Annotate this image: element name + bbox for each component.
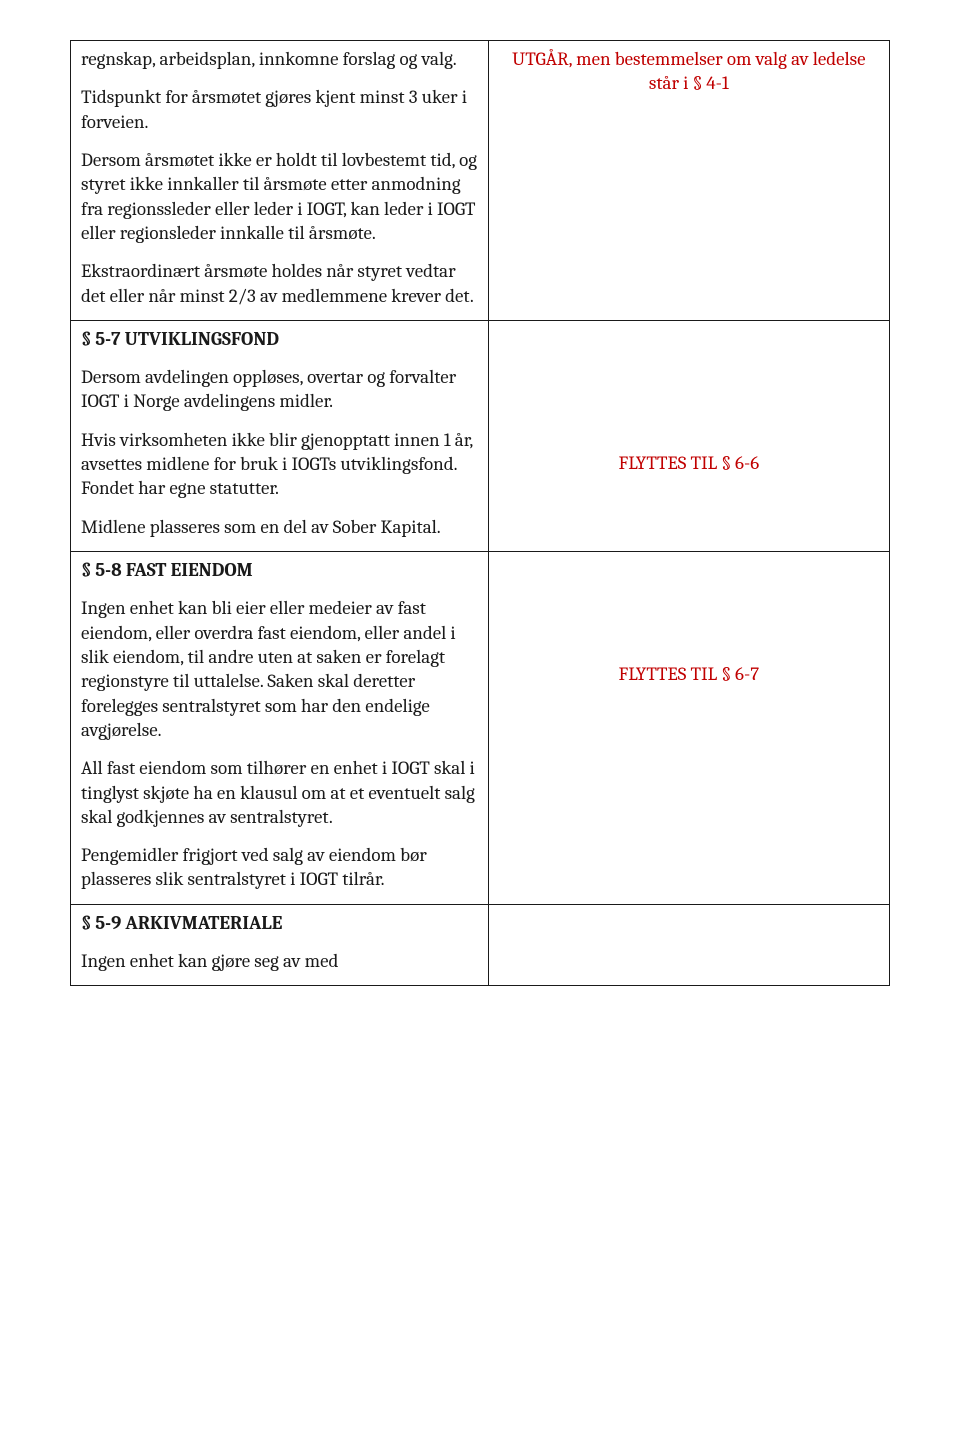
- paragraph: Ingen enhet kan gjøre seg av med: [81, 949, 478, 973]
- section-heading: § 5-7 UTVIKLINGSFOND: [81, 327, 478, 351]
- left-cell: § 5-8 FAST EIENDOM Ingen enhet kan bli ei…: [71, 552, 489, 905]
- document-table: regnskap, arbeidsplan, innkomne forslag …: [70, 40, 890, 986]
- paragraph: Hvis virksomheten ikke blir gjenopptatt …: [81, 428, 478, 501]
- section-heading: § 5-8 FAST EIENDOM: [81, 558, 478, 582]
- left-cell: regnskap, arbeidsplan, innkomne forslag …: [71, 41, 489, 321]
- annotation-text: FLYTTES TIL § 6-7: [499, 662, 879, 686]
- table-row: § 5-8 FAST EIENDOM Ingen enhet kan bli ei…: [71, 552, 890, 905]
- paragraph: Ekstraordinært årsmøte holdes når styret…: [81, 259, 478, 308]
- section-heading: § 5-9 ARKIVMATERIALE: [81, 911, 478, 935]
- paragraph: Dersom årsmøtet ikke er holdt til lovbes…: [81, 148, 478, 245]
- paragraph: All fast eiendom som tilhører en enhet i…: [81, 756, 478, 829]
- annotation-text: UTGÅR, men bestemmelser om valg av ledel…: [499, 47, 879, 96]
- paragraph: Dersom avdelingen oppløses, overtar og f…: [81, 365, 478, 414]
- right-cell: UTGÅR, men bestemmelser om valg av ledel…: [488, 41, 889, 321]
- table-row: § 5-7 UTVIKLINGSFOND Dersom avdelingen op…: [71, 320, 890, 551]
- left-cell: § 5-7 UTVIKLINGSFOND Dersom avdelingen op…: [71, 320, 489, 551]
- table-row: § 5-9 ARKIVMATERIALE Ingen enhet kan gjør…: [71, 904, 890, 986]
- right-cell: FLYTTES TIL § 6-6: [488, 320, 889, 551]
- paragraph: Tidspunkt for årsmøtet gjøres kjent mins…: [81, 85, 478, 134]
- right-cell: FLYTTES TIL § 6-7: [488, 552, 889, 905]
- paragraph: regnskap, arbeidsplan, innkomne forslag …: [81, 47, 478, 71]
- table-row: regnskap, arbeidsplan, innkomne forslag …: [71, 41, 890, 321]
- paragraph: Midlene plasseres som en del av Sober Ka…: [81, 515, 478, 539]
- annotation-text: FLYTTES TIL § 6-6: [499, 451, 879, 475]
- paragraph: Ingen enhet kan bli eier eller medeier a…: [81, 596, 478, 742]
- right-cell: [488, 904, 889, 986]
- left-cell: § 5-9 ARKIVMATERIALE Ingen enhet kan gjør…: [71, 904, 489, 986]
- paragraph: Pengemidler frigjort ved salg av eiendom…: [81, 843, 478, 892]
